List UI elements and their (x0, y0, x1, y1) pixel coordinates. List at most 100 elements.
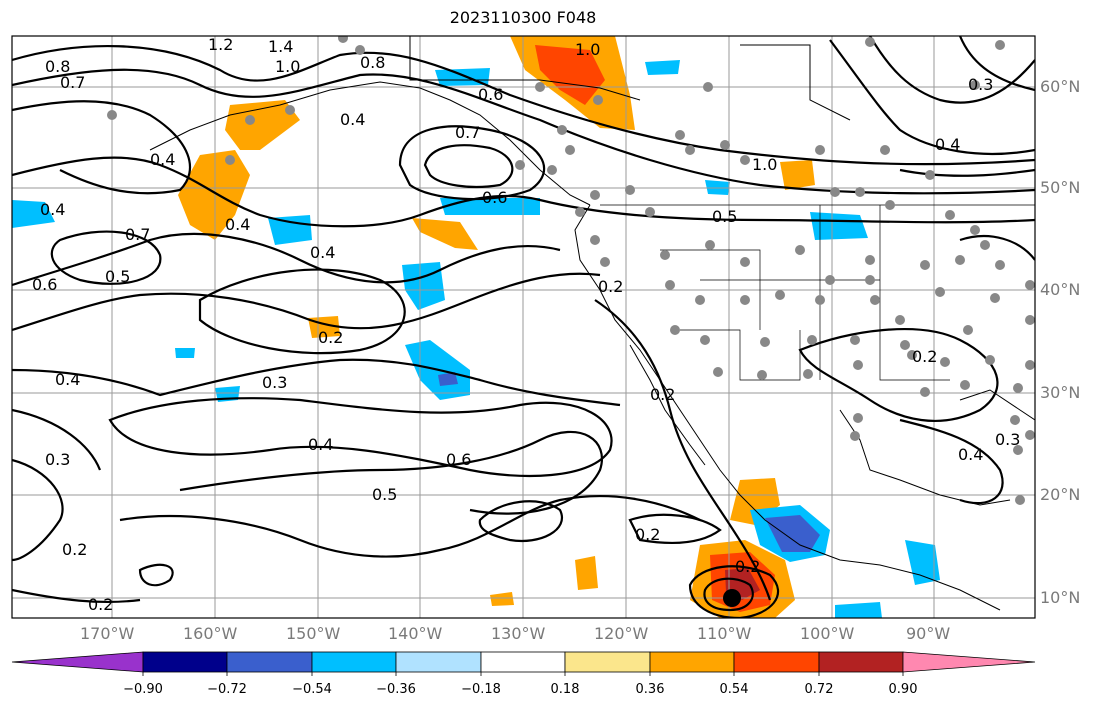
contour-label: 0.4 (308, 435, 333, 454)
contour-label: 0.5 (372, 485, 397, 504)
lon-label: 90°W (906, 624, 951, 643)
contour-label: 1.4 (268, 37, 293, 56)
contour-label: 0.2 (318, 328, 343, 347)
positive-anomaly-area (412, 218, 478, 250)
contour-label: 0.7 (60, 73, 85, 92)
negative-anomaly-area (268, 215, 312, 245)
contour-label: 0.4 (935, 135, 960, 154)
contour-label: 0.4 (55, 370, 80, 389)
colorbar-tick-label: −0.36 (376, 682, 416, 697)
contour-labels: 0.8 1.2 1.4 1.0 0.8 0.7 0.4 0.4 0.6 0.7 … (32, 35, 1020, 614)
contour-label: 0.7 (125, 225, 150, 244)
contour-label: 0.4 (150, 150, 175, 169)
colorbar-segment (226, 651, 313, 673)
lon-label: 100°W (800, 624, 855, 643)
storm-center-marker (723, 589, 741, 607)
contour-label: 0.6 (32, 275, 57, 294)
lon-label: 150°W (286, 624, 341, 643)
lat-label: 50°N (1040, 178, 1081, 197)
negative-anomaly-area (765, 515, 820, 552)
contour-label: 0.5 (105, 267, 130, 286)
colorbar-tick-label: −0.18 (461, 682, 501, 697)
colorbar-tick-label: 0.36 (635, 682, 665, 697)
contour-label: 0.6 (446, 450, 471, 469)
coastline-layer (149, 36, 1035, 611)
contour-label: 0.3 (995, 430, 1020, 449)
colorbar-segment (818, 651, 904, 673)
colorbar-tick-label: 0.18 (550, 682, 580, 697)
station-markers (107, 36, 1035, 505)
contour-label: 0.3 (262, 373, 287, 392)
colorbar-extend-low (11, 651, 144, 673)
contour-label: 0.2 (735, 557, 760, 576)
contour-label: 0.2 (912, 347, 937, 366)
colorbar-tick-label: 0.90 (888, 682, 918, 697)
colorbar-segment (649, 651, 735, 673)
graticule (12, 36, 1035, 618)
contour-label: 0.4 (225, 215, 250, 234)
lon-label: 130°W (491, 624, 546, 643)
negative-anomaly-area (835, 602, 882, 618)
lon-label: 170°W (80, 624, 135, 643)
positive-anomaly-area (575, 556, 598, 590)
contour-label: 0.4 (40, 200, 65, 219)
contour-label: 1.2 (208, 35, 233, 54)
contour-label: 0.4 (340, 110, 365, 129)
lat-label: 20°N (1040, 485, 1081, 504)
contour-label: 0.2 (88, 595, 113, 614)
negative-anomaly-area (175, 348, 195, 358)
contour-label: 0.2 (598, 277, 623, 296)
colorbar-tick-label: 0.54 (719, 682, 749, 697)
colorbar-tick-label: 0.72 (804, 682, 834, 697)
lon-label: 160°W (183, 624, 238, 643)
positive-anomaly-area (535, 45, 605, 105)
contour-label: 0.4 (958, 445, 983, 464)
colorbar-segment (480, 651, 566, 673)
colorbar-segment (395, 651, 482, 673)
border-layer (600, 204, 1035, 381)
negative-anomaly-area (440, 198, 540, 215)
negative-anomaly-area (645, 60, 680, 75)
lat-label: 10°N (1040, 588, 1081, 607)
contour-label: 0.5 (712, 207, 737, 226)
colorbar-tick-label: −0.54 (292, 682, 332, 697)
map-title: 2023110300 F048 (449, 8, 597, 27)
positive-anomaly-area (178, 150, 250, 240)
positive-anomaly-area (780, 160, 815, 190)
colorbar-segment (564, 651, 651, 673)
colorbar-tick-label: −0.90 (123, 682, 163, 697)
contour-label: 0.2 (635, 525, 660, 544)
lon-label: 120°W (594, 624, 649, 643)
contour-label: 0.2 (62, 540, 87, 559)
colorbar-tick-label: −0.72 (207, 682, 247, 697)
contour-label: 0.6 (478, 85, 503, 104)
contour-label: 0.3 (45, 450, 70, 469)
contour-label: 0.8 (360, 53, 385, 72)
contour-label: 0.6 (482, 188, 507, 207)
colorbar-segment (311, 651, 397, 673)
contour-label: 0.4 (310, 243, 335, 262)
lon-label: 110°W (697, 624, 752, 643)
colorbar-extend-high (902, 651, 1036, 673)
colorbar-segment (733, 651, 820, 673)
contour-label: 1.0 (275, 57, 300, 76)
contour-layer (12, 36, 1035, 618)
contour-label: 0.7 (455, 123, 480, 142)
map-frame (11, 35, 1036, 619)
contour-label: 1.0 (752, 155, 777, 174)
lat-label: 40°N (1040, 280, 1081, 299)
colorbar-segment (142, 651, 228, 673)
negative-anomaly-area (810, 212, 868, 240)
negative-anomaly-area (438, 372, 458, 386)
contour-label: 0.2 (650, 385, 675, 404)
lat-label: 60°N (1040, 77, 1081, 96)
lon-label: 140°W (388, 624, 443, 643)
contour-label: 0.3 (968, 75, 993, 94)
negative-anomaly-area (12, 200, 55, 228)
contour-label: 0.8 (45, 57, 70, 76)
lat-label: 30°N (1040, 383, 1081, 402)
contour-label: 1.0 (575, 40, 600, 59)
negative-anomaly-area (402, 262, 445, 310)
